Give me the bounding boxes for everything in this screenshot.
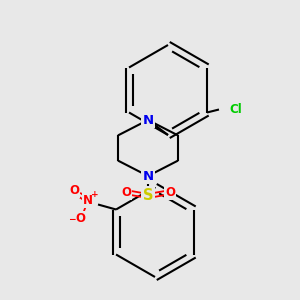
Text: O: O [165, 187, 175, 200]
Text: N: N [83, 194, 93, 207]
Text: O: O [75, 212, 85, 225]
Text: S: S [143, 188, 153, 203]
Text: N: N [142, 113, 154, 127]
Text: −: − [68, 215, 76, 224]
Text: N: N [142, 169, 154, 182]
Text: +: + [91, 190, 99, 199]
Text: O: O [121, 187, 131, 200]
Text: O: O [69, 184, 79, 197]
Text: Cl: Cl [229, 103, 242, 116]
